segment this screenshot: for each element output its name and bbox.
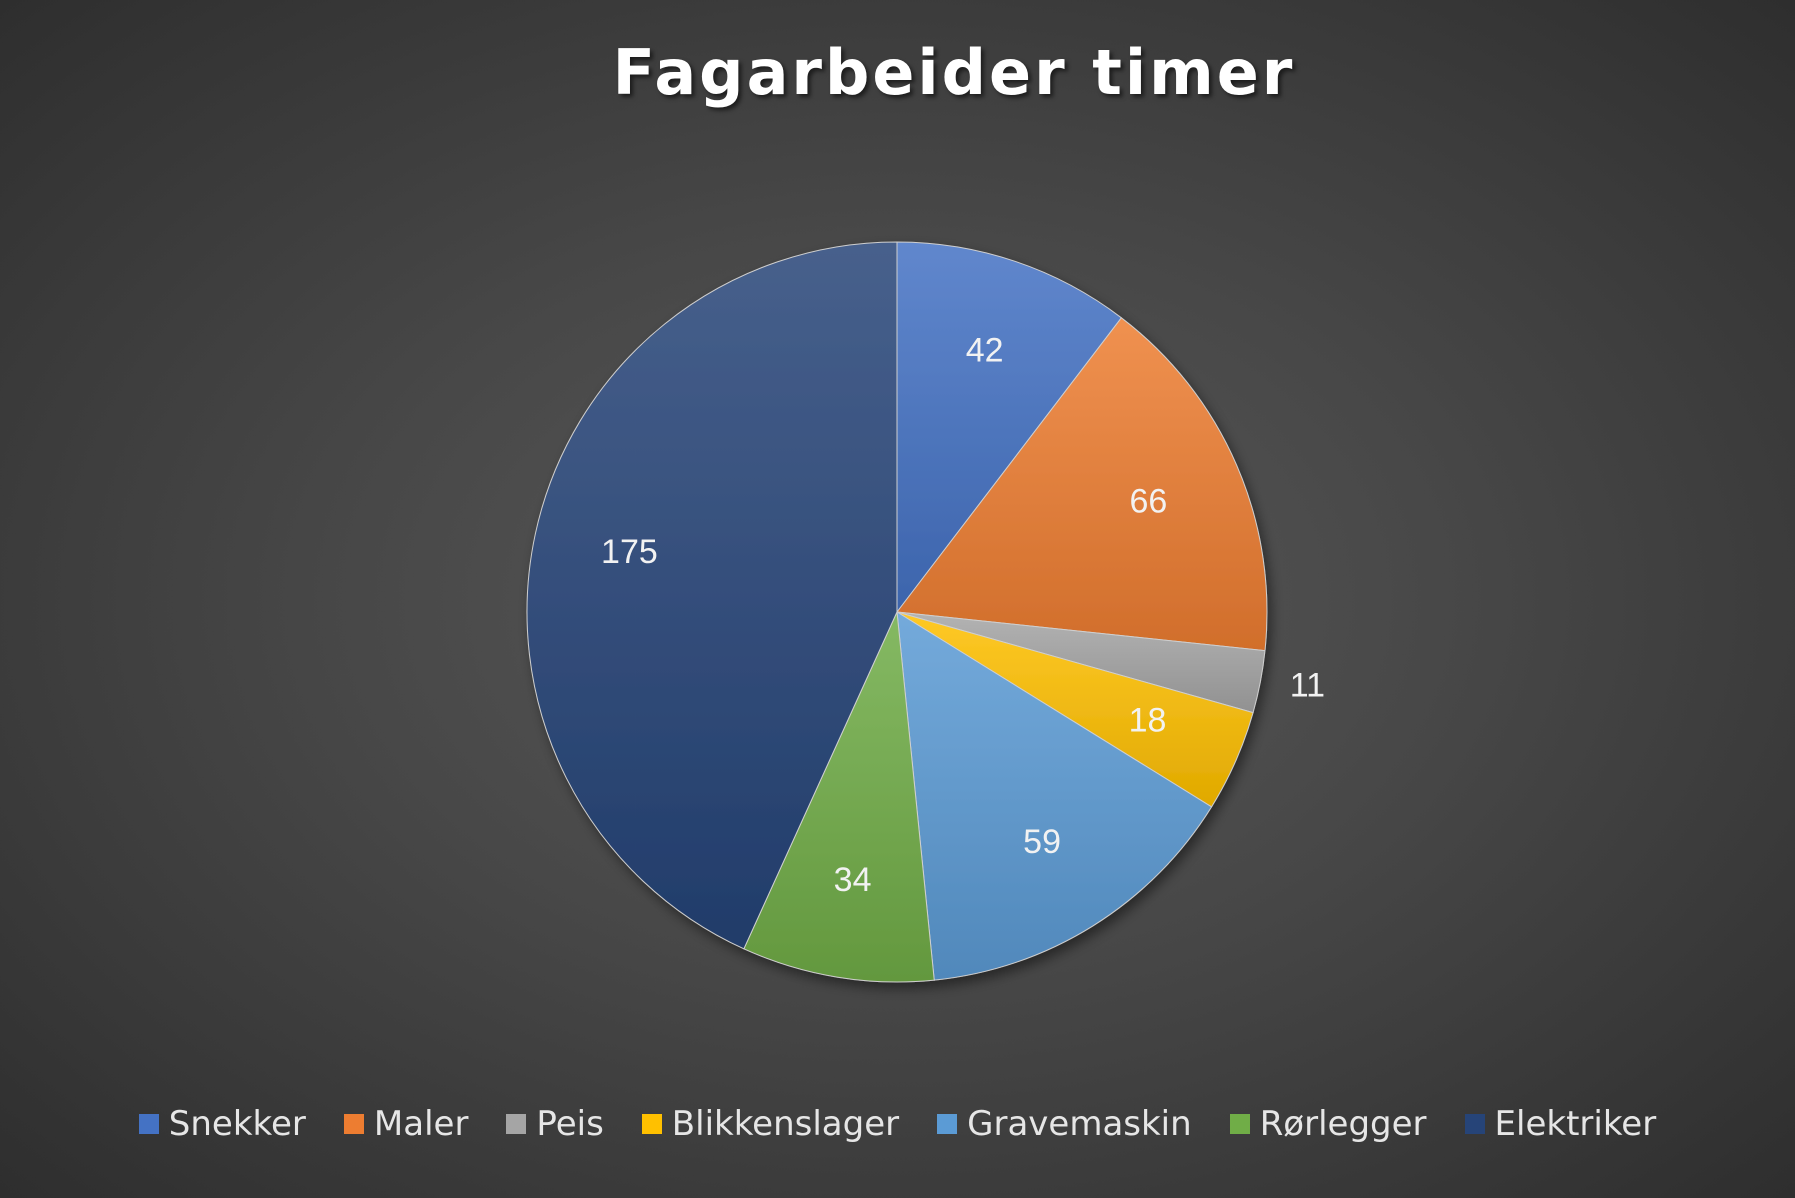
legend-label: Elektriker: [1494, 1104, 1657, 1144]
chart-title: Fagarbeider timer: [612, 36, 1296, 109]
legend-item-maler: Maler: [343, 1104, 469, 1144]
data-label-snekker: 42: [966, 332, 1004, 370]
legend-item-rorlegger: Rørlegger: [1229, 1104, 1427, 1144]
pie-slice-maler: [896, 317, 1268, 652]
legend-swatch: [343, 1114, 364, 1134]
legend-item-blikkenslager: Blikkenslager: [641, 1104, 900, 1144]
legend-swatch: [1464, 1114, 1485, 1134]
legend-swatch: [506, 1114, 527, 1134]
legend-swatch: [937, 1114, 958, 1134]
legend-item-peis: Peis: [506, 1104, 604, 1144]
pie-slice-snekker: [896, 241, 1123, 614]
pie-slices: [526, 241, 1268, 983]
legend-item-elektriker: Elektriker: [1464, 1104, 1657, 1144]
pie-slice-elektriker: [526, 241, 898, 950]
data-label-gravemaskin: 59: [1023, 823, 1061, 861]
legend-swatch: [641, 1114, 662, 1134]
data-label-peis: 11: [1290, 667, 1325, 705]
legend-label: Rørlegger: [1259, 1104, 1427, 1144]
pie-slice-rorlegger: [743, 610, 935, 983]
legend-label: Peis: [536, 1104, 604, 1144]
pie-data-labels: 42 66 11 18 59 34 175: [601, 332, 1325, 900]
legend-item-gravemaskin: Gravemaskin: [937, 1104, 1192, 1144]
data-label-elektriker: 175: [601, 533, 658, 571]
legend-item-snekker: Snekker: [138, 1104, 306, 1144]
legend-label: Snekker: [168, 1104, 306, 1144]
legend-label: Blikkenslager: [671, 1104, 900, 1144]
legend-label: Maler: [373, 1104, 469, 1144]
data-label-blikkenslager: 18: [1129, 701, 1167, 739]
data-label-maler: 66: [1129, 483, 1167, 521]
legend-label: Gravemaskin: [967, 1104, 1192, 1144]
legend-swatch: [138, 1114, 159, 1134]
pie-slice-gravemaskin: [896, 611, 1213, 981]
chart-legend: Snekker Maler Peis Blikkenslager Gravemaskin…: [0, 1104, 1795, 1144]
data-label-rorlegger: 34: [834, 861, 872, 899]
legend-swatch: [1229, 1114, 1250, 1134]
